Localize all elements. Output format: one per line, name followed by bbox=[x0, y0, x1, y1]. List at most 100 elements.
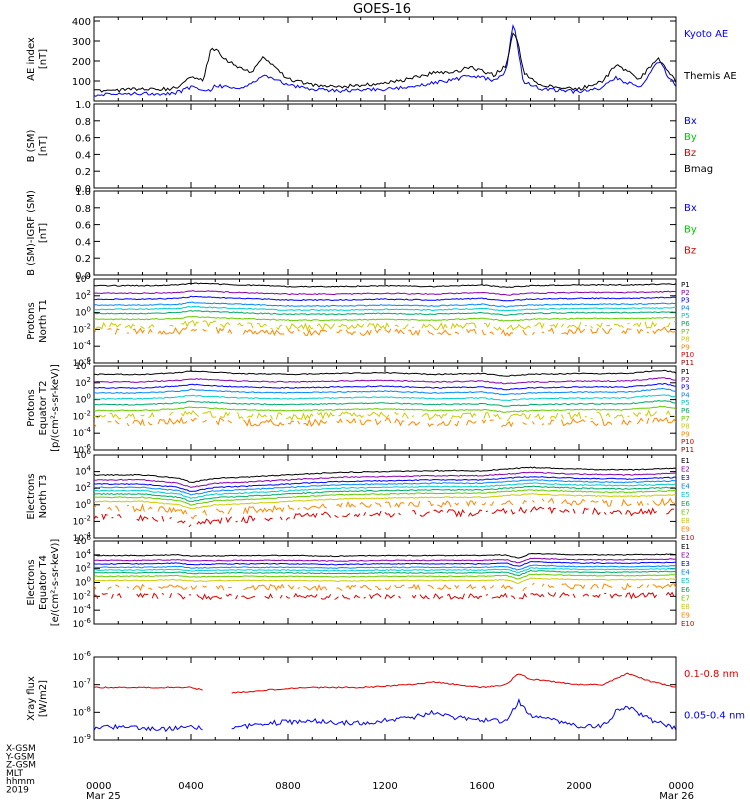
channel-label: E8 bbox=[681, 603, 690, 611]
y-tick-exponent: 0 bbox=[87, 306, 91, 314]
y-tick-label: 100 bbox=[75, 306, 91, 319]
x-tick-label: 0800 bbox=[275, 781, 300, 792]
y-tick-label: 10-2 bbox=[73, 409, 91, 422]
channel-line-p1 bbox=[94, 369, 676, 377]
legend-entry: Themis AE bbox=[683, 71, 737, 82]
channel-line-p4 bbox=[94, 301, 676, 308]
channel-line-p5 bbox=[94, 305, 676, 312]
start-date-label: Mar 25 bbox=[86, 791, 121, 800]
y-tick-exponent: 2 bbox=[87, 376, 91, 384]
y-tick-label: 100 bbox=[75, 576, 91, 589]
panel-data bbox=[94, 466, 676, 528]
y-axis-label: B (SM) bbox=[26, 129, 37, 162]
x-tick-label: 0000 bbox=[669, 781, 694, 792]
y-tick-label: 10-4 bbox=[73, 426, 92, 439]
x-tick-label: 1600 bbox=[469, 781, 494, 792]
channel-label: P6 bbox=[681, 320, 690, 328]
channel-label: E9 bbox=[681, 525, 690, 533]
legend-entry: Kyoto AE bbox=[684, 29, 728, 40]
y-tick-exponent: 2 bbox=[87, 562, 91, 570]
y-tick-exponent: 0 bbox=[87, 576, 91, 584]
panel-data bbox=[94, 552, 676, 601]
channel-line-e8 bbox=[94, 577, 676, 584]
channel-label: P1 bbox=[681, 368, 690, 376]
legend-entry: By bbox=[684, 224, 697, 235]
panel-b_igrf: B (SM)-IGRF (SM) [nT] 1.0 0.8 0.6 0.4 0.2 0.0 Bx… bbox=[26, 187, 697, 282]
y-tick-label: 1.0 bbox=[75, 187, 91, 198]
y-tick-exponent: 2 bbox=[87, 481, 91, 489]
panel-electrons_t3: Electrons North T310610410210010-210-4E1E… bbox=[26, 448, 694, 544]
channel-line-e4 bbox=[94, 564, 676, 571]
y-tick-exponent: -2 bbox=[84, 409, 91, 417]
channel-label: E7 bbox=[681, 594, 690, 602]
y-tick-exponent: -9 bbox=[84, 733, 91, 741]
channel-label: P9 bbox=[681, 343, 690, 351]
panel-data bbox=[94, 672, 676, 733]
x-tick-label: 0000 bbox=[86, 781, 111, 792]
y-tick-label: 0.8 bbox=[75, 117, 91, 128]
y-tick-exponent: -8 bbox=[84, 705, 91, 713]
channel-label: P2 bbox=[681, 376, 690, 384]
y-axis-label: Xray flux bbox=[26, 676, 37, 721]
channel-line-p4 bbox=[94, 387, 676, 396]
channel-line-e2 bbox=[94, 471, 676, 488]
x-tick-label: 1200 bbox=[372, 781, 397, 792]
y-tick-label: 0.4 bbox=[75, 237, 91, 248]
y-tick-label: 102 bbox=[75, 376, 91, 389]
channel-line-e9 bbox=[94, 497, 676, 520]
series-line-0-05-0-4-nm bbox=[94, 697, 676, 733]
y-axis-label: Equator T2 bbox=[38, 381, 49, 436]
channel-line-e1 bbox=[94, 466, 676, 484]
y-tick-label: 10-7 bbox=[73, 678, 91, 691]
channel-label: P10 bbox=[681, 438, 694, 446]
y-tick-label: 300 bbox=[72, 37, 91, 48]
channel-line-e4 bbox=[94, 479, 676, 496]
channel-line-p1 bbox=[94, 282, 676, 288]
y-tick-exponent: 0 bbox=[87, 498, 91, 506]
y-tick-label: 10-8 bbox=[73, 705, 91, 718]
legend-entry: Bx bbox=[684, 116, 697, 127]
channel-line-e10 bbox=[94, 591, 675, 601]
y-tick-exponent: -4 bbox=[84, 426, 92, 434]
panel-frame bbox=[93, 16, 677, 102]
y-axis-label: North T1 bbox=[38, 299, 49, 343]
y-axis-label: B (SM)-IGRF (SM) bbox=[26, 190, 37, 276]
panel-frame bbox=[93, 454, 677, 539]
channel-label: P5 bbox=[681, 312, 690, 320]
panel-data bbox=[94, 282, 676, 337]
channel-line-e3 bbox=[94, 561, 676, 567]
y-tick-exponent: -6 bbox=[84, 617, 92, 625]
channel-label: P3 bbox=[681, 384, 690, 392]
channel-label: P9 bbox=[681, 430, 690, 438]
channel-line-e9 bbox=[94, 582, 676, 592]
y-tick-label: 10-4 bbox=[73, 339, 92, 352]
legend-entry: Bmag bbox=[684, 164, 713, 175]
axis-row-label: Z-GSM bbox=[6, 761, 36, 771]
channel-line-e7 bbox=[94, 573, 676, 580]
channel-label: E5 bbox=[681, 491, 690, 499]
y-tick-exponent: -2 bbox=[84, 514, 91, 522]
y-tick-label: 10-2 bbox=[73, 514, 91, 527]
channel-line-p9 bbox=[94, 416, 676, 428]
channel-line-p2 bbox=[94, 290, 676, 296]
series-line-themis-ae bbox=[94, 32, 676, 93]
legend-entry: By bbox=[684, 132, 697, 143]
y-tick-exponent: -4 bbox=[84, 603, 92, 611]
panel-frame bbox=[93, 656, 677, 741]
channel-label: E3 bbox=[681, 560, 690, 568]
channel-label: P7 bbox=[681, 415, 690, 423]
y-tick-label: 100 bbox=[75, 498, 91, 511]
channel-label: E2 bbox=[681, 552, 690, 560]
y-tick-exponent: -4 bbox=[84, 531, 92, 539]
channel-label: E10 bbox=[681, 534, 694, 542]
y-tick-exponent: 4 bbox=[87, 359, 92, 367]
y-tick-label: 10-6 bbox=[73, 617, 92, 630]
y-tick-label: 100 bbox=[75, 393, 91, 406]
channel-label: E8 bbox=[681, 517, 690, 525]
y-tick-label: 0.2 bbox=[75, 254, 91, 265]
panel-xray: Xray flux [W/m2] 10-6 10-7 10-8 10-9 0.1-0.8 n… bbox=[26, 650, 745, 746]
series-line-kyoto-ae bbox=[94, 23, 676, 97]
panel-data bbox=[94, 369, 676, 428]
